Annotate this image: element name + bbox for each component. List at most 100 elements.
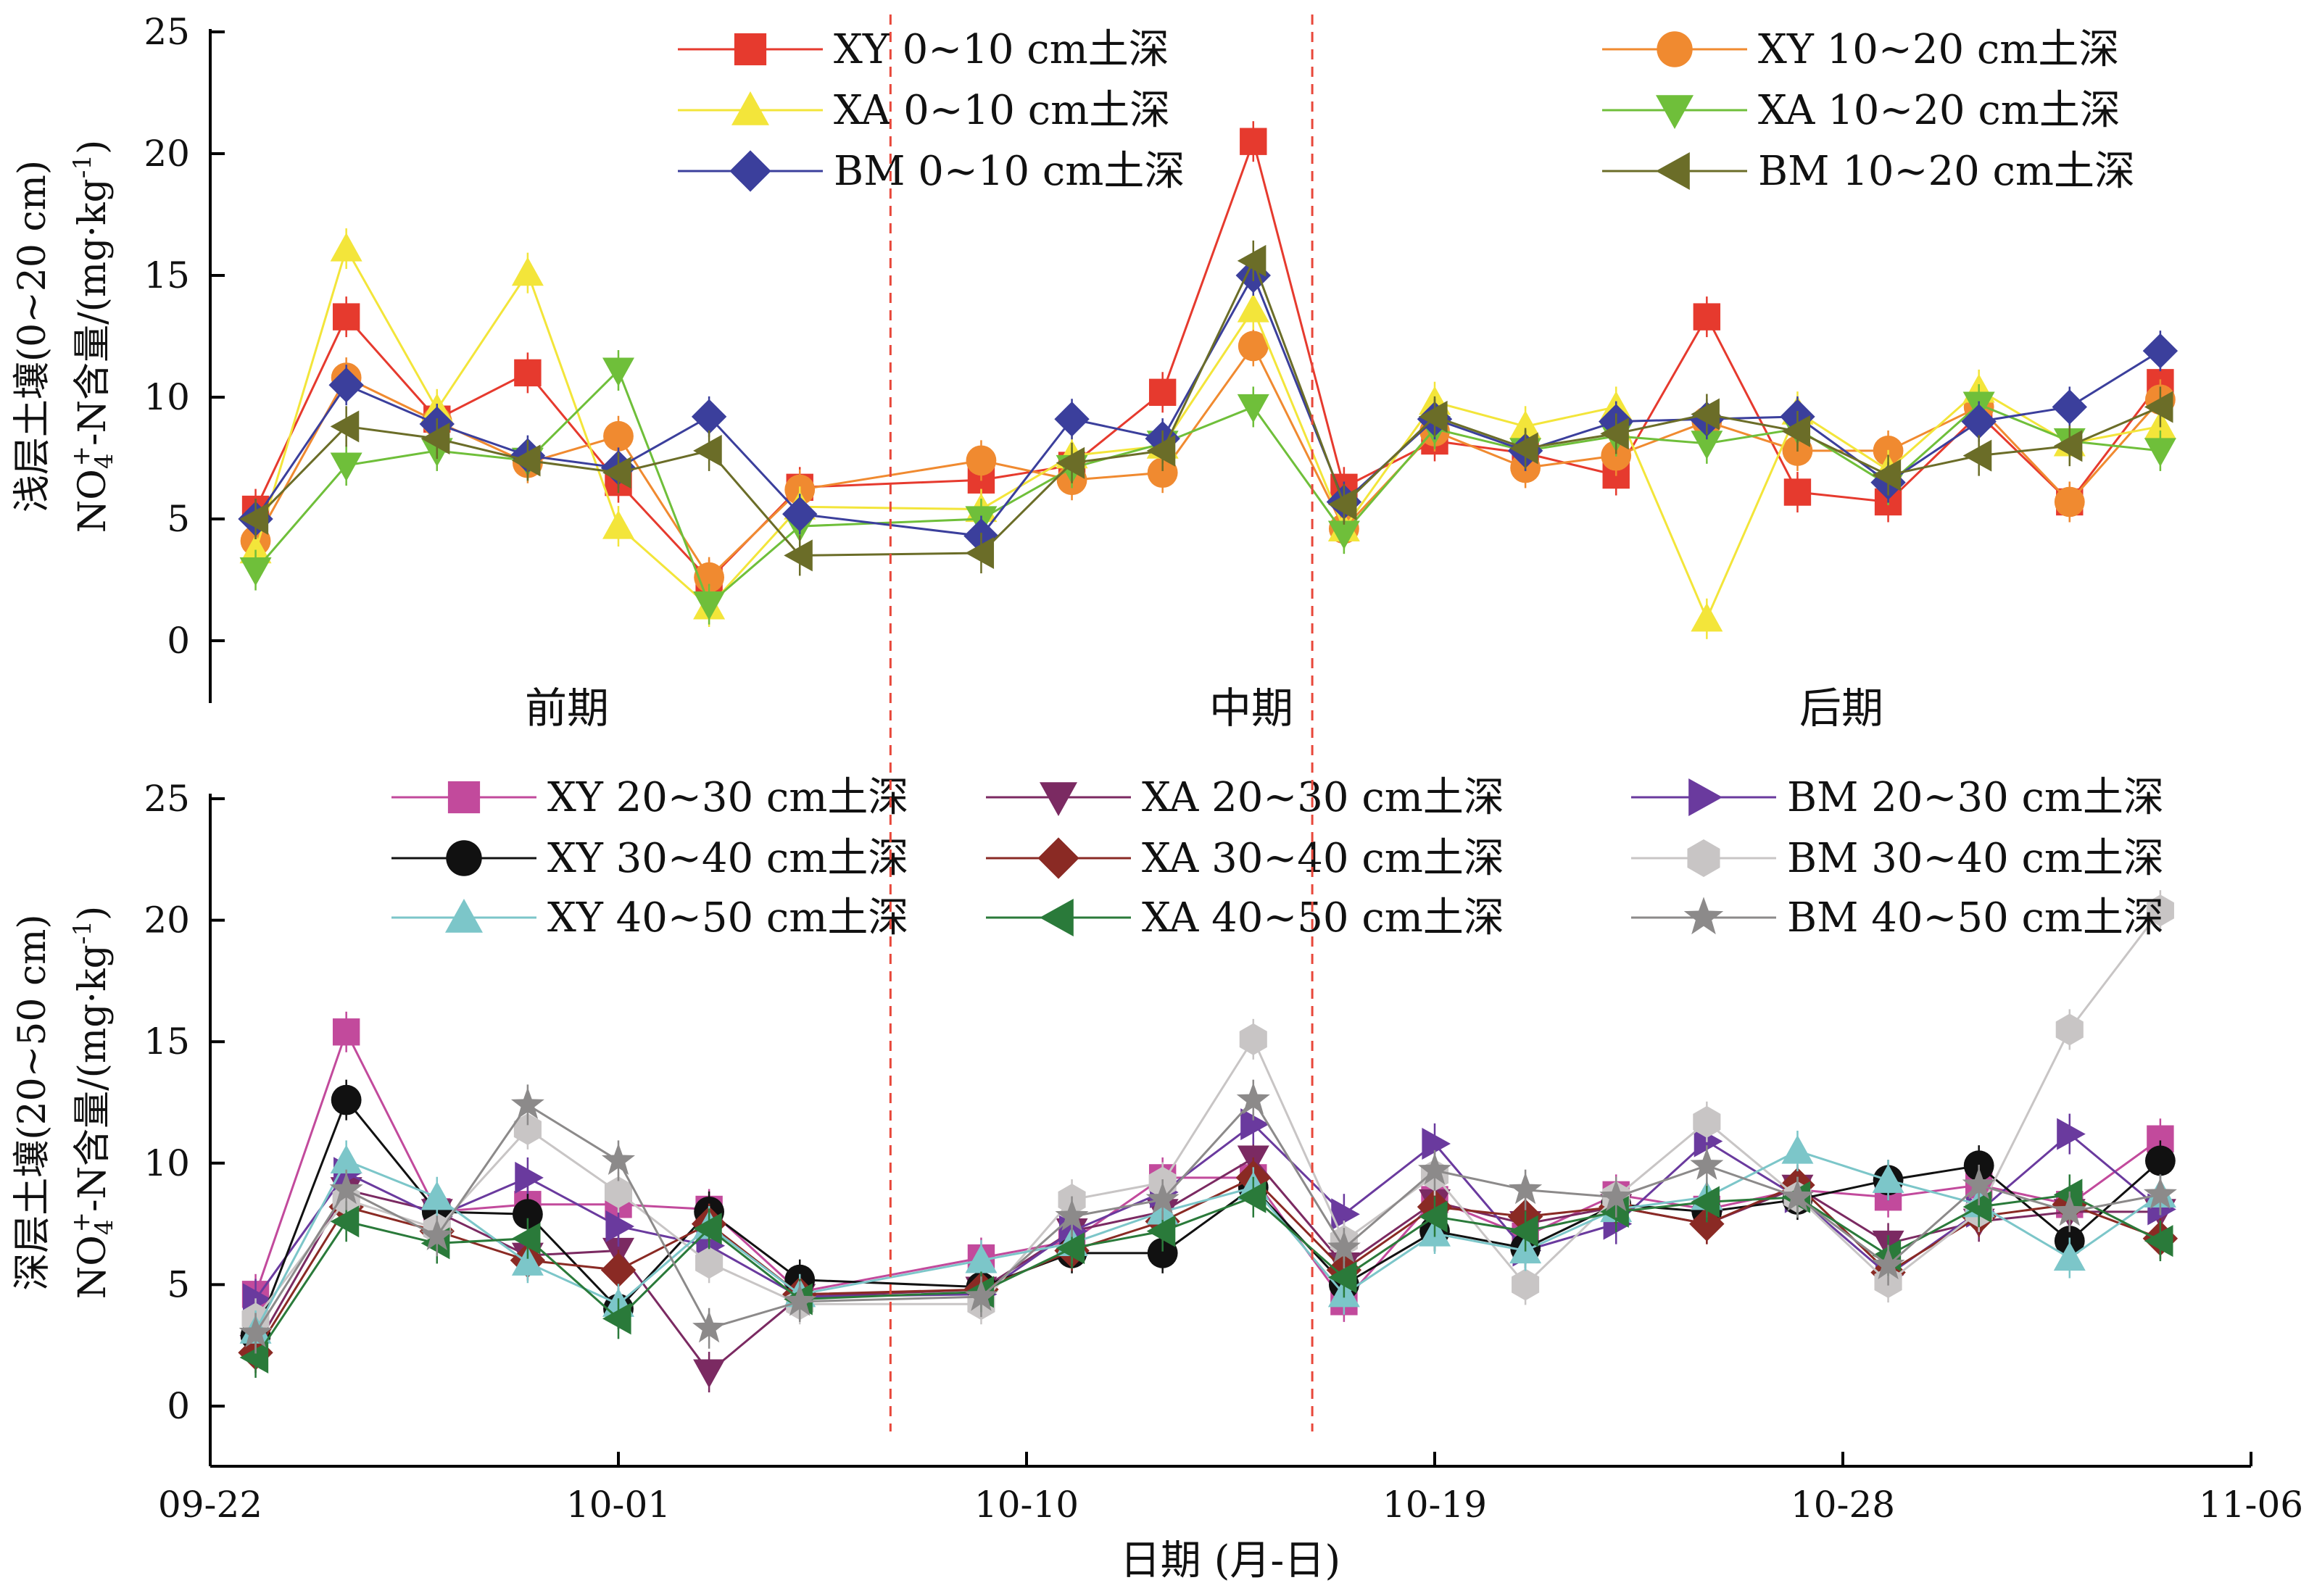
legend-label: XY 10~20 cm土深	[1758, 26, 2119, 73]
data-point	[2052, 1194, 2086, 1226]
data-point	[1422, 1127, 1451, 1160]
data-point	[1781, 1179, 1815, 1212]
period-label: 后期	[1799, 683, 1883, 733]
legend-entry: XY 40~50 cm土深	[391, 894, 908, 942]
y-tick-label: 25	[144, 778, 190, 820]
legend-label: BM 0~10 cm土深	[834, 148, 1185, 195]
data-point	[964, 1279, 998, 1311]
data-point	[1509, 410, 1542, 439]
data-point	[2053, 430, 2083, 462]
x-tick-label: 10-01	[566, 1484, 671, 1526]
legend-marker	[1683, 897, 1724, 935]
data-point	[239, 534, 272, 564]
y-tick-label: 5	[167, 498, 190, 540]
legend-label: XA 30~40 cm土深	[1142, 835, 1504, 882]
bottom-panel: 0 5 10 15 20 25 深层土壤(20~50 cm) NO4+-N含量/(mg·kg-…	[11, 774, 2303, 1584]
ylabel-sup: +	[67, 446, 96, 467]
legend-marker	[1656, 95, 1694, 129]
top-panel: 0 5 10 15 20 25 浅层土壤(0~20 cm) NO4+-N含量/(mg·kg-1…	[11, 11, 2179, 733]
legend-entry: BM 0~10 cm土深	[678, 148, 1185, 195]
data-point	[1236, 1082, 1270, 1115]
series-line	[254, 273, 2161, 538]
data-point	[602, 510, 634, 539]
data-point	[1509, 432, 1538, 465]
data-point	[328, 367, 364, 403]
y-axis-title-line1: 浅层土壤(0~20 cm)	[11, 160, 54, 512]
series-2	[239, 228, 2176, 639]
legend-marker	[1656, 152, 1690, 190]
legend-entry: XY 30~40 cm土深	[391, 835, 908, 882]
ylabel-unit: -N含量/(mg·kg	[71, 178, 115, 446]
data-point	[420, 423, 450, 455]
legend-marker	[1040, 782, 1077, 816]
data-point	[1327, 1261, 1357, 1294]
ylabel-close: )	[71, 140, 115, 154]
y-tick-label: 0	[167, 1385, 190, 1427]
data-point	[1238, 331, 1269, 362]
data-point	[239, 557, 272, 586]
data-point	[1327, 520, 1360, 550]
data-point	[2144, 1145, 2176, 1176]
y-axis-title-line1: 深层土壤(20~50 cm)	[11, 914, 54, 1290]
y-tick-label: 25	[144, 11, 190, 53]
data-point	[693, 1213, 722, 1245]
data-point	[2053, 1179, 2083, 1211]
legend-marker	[729, 150, 771, 192]
data-point	[329, 1172, 363, 1205]
data-point	[332, 303, 360, 331]
data-point	[965, 1244, 998, 1273]
data-point	[1871, 1247, 1905, 1280]
y-axis-title-line2: NO4+-N含量/(mg·kg-1)	[67, 140, 119, 533]
data-point	[1146, 1215, 1176, 1247]
period-label: 中期	[1209, 683, 1293, 733]
data-point	[2057, 1118, 2086, 1150]
data-point	[1783, 478, 1812, 506]
data-point	[691, 399, 727, 435]
data-point	[1056, 1232, 1085, 1265]
data-point	[784, 539, 813, 572]
data-point	[1509, 1215, 1538, 1247]
data-point	[512, 1199, 543, 1230]
data-point	[514, 359, 542, 387]
data-point	[330, 1205, 360, 1238]
data-point	[331, 1084, 362, 1115]
legend-marker	[1687, 839, 1720, 877]
data-point	[1146, 434, 1176, 467]
series-5	[239, 240, 2173, 576]
data-point	[693, 434, 722, 467]
data-point	[511, 1247, 544, 1276]
ylabel-unit: -N含量/(mg·kg	[71, 944, 115, 1212]
series-line	[254, 246, 2161, 622]
data-point	[330, 452, 362, 482]
data-point	[600, 1252, 637, 1288]
series-8	[239, 1079, 2177, 1354]
series-line	[254, 138, 2162, 582]
legend-marker	[1688, 778, 1723, 816]
data-point	[1331, 1198, 1360, 1231]
legend-marker	[1037, 837, 1079, 879]
data-point	[1691, 1186, 1720, 1218]
legend-label: XY 40~50 cm土深	[547, 894, 908, 942]
data-point	[1147, 457, 1178, 489]
legend-label: BM 30~40 cm土深	[1787, 835, 2164, 882]
legend-entry: BM 40~50 cm土深	[1631, 894, 2164, 942]
y-tick-label: 20	[144, 899, 190, 942]
series-line	[254, 368, 2161, 607]
data-point	[783, 1284, 817, 1316]
data-point	[1327, 1230, 1361, 1263]
legend-label: XA 40~50 cm土深	[1142, 894, 1504, 942]
ylabel-no: NO	[71, 1235, 115, 1299]
ylabel-exp: -1	[68, 154, 97, 178]
data-point	[2055, 1013, 2084, 1046]
data-point	[1327, 488, 1357, 520]
legend-entry: BM 30~40 cm土深	[1631, 835, 2164, 882]
data-point	[1962, 1191, 1992, 1223]
data-point	[511, 444, 541, 477]
legend-marker	[1040, 899, 1074, 936]
ylabel-sub: 4	[90, 453, 119, 469]
x-tick-label: 10-28	[1791, 1484, 1895, 1526]
legend-marker	[445, 899, 483, 933]
legend-label: BM 10~20 cm土深	[1758, 148, 2135, 195]
data-point	[1512, 1268, 1540, 1301]
